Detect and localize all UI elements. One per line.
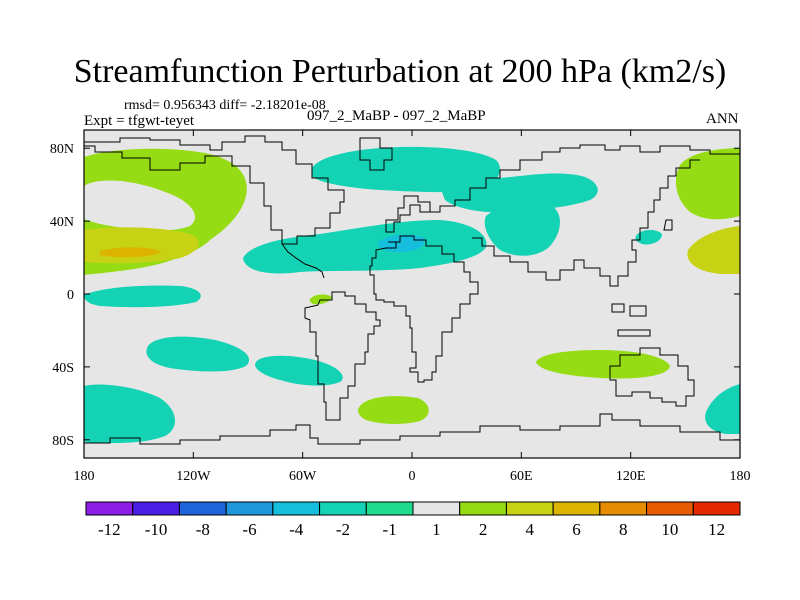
colorbar: -12 -10 -8 -6 -4 -2 -1 1 2 4 6 8 10 12 — [85, 501, 741, 539]
region-south-pacific — [146, 336, 250, 372]
colorbar-label: -4 — [289, 520, 304, 539]
region-indian-ocean-south — [536, 350, 670, 379]
colorbar-swatch — [272, 501, 321, 516]
case-label: 097_2_MaBP - 097_2_MaBP — [307, 108, 486, 124]
region-atlantic-subtropical — [243, 220, 487, 274]
colorbar-swatch — [646, 501, 694, 516]
x-tick-label: 180 — [730, 469, 751, 484]
region-southern-ocean-east — [705, 384, 740, 434]
experiment-label: Expt = tfgwt-teyet — [84, 113, 195, 129]
colorbar-label: -10 — [145, 520, 168, 539]
x-tick-label: 180 — [74, 469, 95, 484]
region-southern-ocean-west — [84, 384, 176, 444]
colorbar-swatch — [225, 501, 274, 516]
x-tick-label: 120W — [176, 469, 211, 484]
coast-eurasia — [420, 144, 740, 287]
y-tick-label: 40S — [52, 361, 74, 376]
region-eurasia-north — [440, 173, 598, 213]
colorbar-swatch — [365, 501, 414, 516]
coast-south-america — [304, 291, 381, 421]
colorbar-swatch — [599, 501, 648, 516]
colorbar-swatch — [319, 501, 367, 516]
x-tick-label: 60E — [510, 469, 533, 484]
colorbar-swatch — [552, 501, 601, 516]
colorbar-label: 8 — [619, 520, 628, 539]
colorbar-label: -6 — [242, 520, 256, 539]
region-tropical-east-pacific — [84, 285, 201, 308]
colorbar-label: 1 — [432, 520, 441, 539]
colorbar-swatch — [692, 501, 741, 516]
coast-australia — [609, 347, 695, 407]
region-pacific-small — [635, 230, 662, 245]
y-tick-label: 40N — [50, 215, 74, 230]
coast-antarctica — [84, 413, 740, 445]
region-north-atlantic — [312, 146, 501, 193]
region-tropical-atlantic-small — [309, 294, 332, 305]
region-pacific-inner-max — [100, 247, 162, 258]
region-east-asia-west — [484, 202, 560, 256]
coast-north-america — [84, 135, 345, 245]
x-tick-label: 0 — [409, 469, 416, 484]
colorbar-label: 2 — [479, 520, 488, 539]
x-tick-label: 60W — [289, 469, 317, 484]
region-east-pacific-inner — [714, 246, 740, 268]
coast-japan — [663, 219, 673, 231]
coastlines — [84, 135, 740, 445]
colorbar-swatch — [178, 501, 227, 516]
y-tick-label: 80S — [52, 434, 74, 449]
colorbar-swatch — [459, 501, 507, 516]
colorbar-label: 12 — [708, 520, 725, 539]
colorbar-swatch — [85, 501, 134, 516]
region-south-america-west — [255, 355, 343, 386]
colorbar-swatch — [132, 501, 180, 516]
colorbar-swatch — [412, 501, 461, 516]
colorbar-label: -2 — [336, 520, 350, 539]
colorbar-label: 4 — [526, 520, 535, 539]
region-north-pacific-east — [675, 148, 740, 220]
colorbar-label: 10 — [661, 520, 678, 539]
axes: 180 120W 60W 0 60E 120E 180 80N 40N 0 40S 80S — [50, 130, 751, 484]
colorbar-label: -1 — [383, 520, 397, 539]
y-tick-label: 80N — [50, 142, 74, 157]
colorbar-label: -8 — [196, 520, 210, 539]
coast-central-america — [281, 243, 325, 279]
colorbar-swatch — [505, 501, 554, 516]
chart-title: Streamfunction Perturbation at 200 hPa (… — [73, 53, 727, 90]
coast-indonesia — [611, 303, 651, 337]
colorbar-label: -12 — [98, 520, 121, 539]
y-tick-label: 0 — [67, 288, 74, 303]
colorbar-label: 6 — [572, 520, 581, 539]
period-label: ANN — [706, 111, 739, 127]
stats-label: rmsd= 0.956343 diff= -2.18201e-08 — [124, 98, 326, 113]
region-south-atlantic — [358, 396, 429, 424]
x-tick-label: 120E — [616, 469, 646, 484]
coast-greenland — [359, 137, 393, 171]
